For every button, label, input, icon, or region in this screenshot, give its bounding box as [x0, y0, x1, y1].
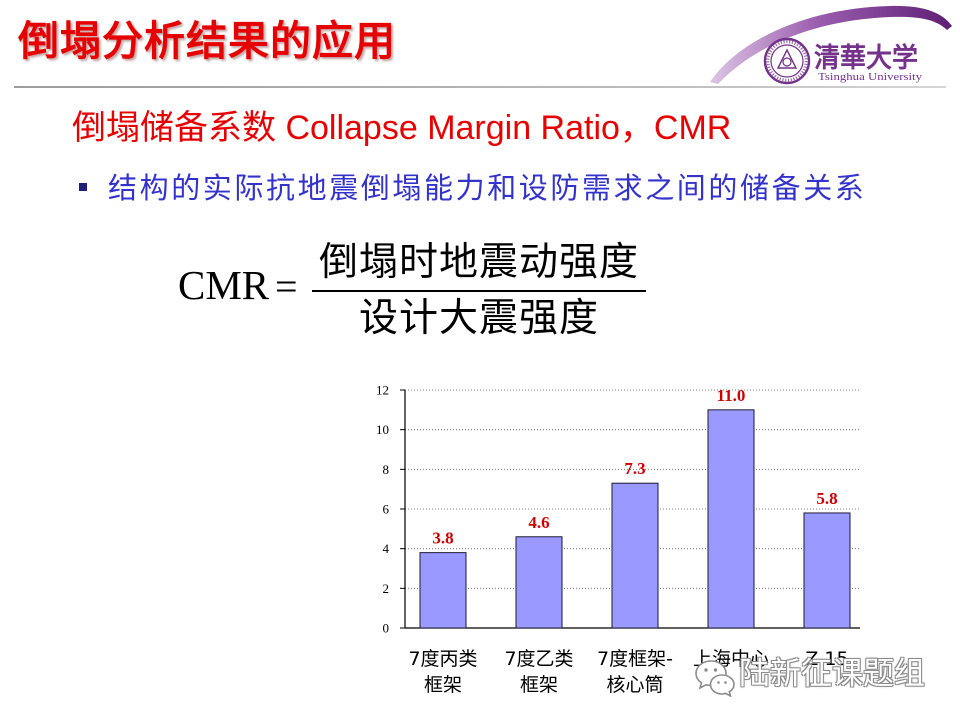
category-label-line: 7度乙类: [504, 648, 573, 670]
bar-4: [707, 409, 755, 629]
formula-fraction: 倒塌时地震动强度 设计大震强度: [312, 236, 646, 346]
logo-name-cn: 清華大学: [814, 42, 918, 73]
y-tick-label: 4: [383, 541, 390, 556]
logo-name-en: Tsinghua University: [818, 72, 923, 83]
watermark-text: 陆新征课题组: [739, 656, 925, 692]
y-tick-label: 12: [376, 383, 389, 398]
bullet-marker: [79, 183, 87, 191]
category-label-line: 框架: [520, 674, 558, 696]
bar-data-label: 5.8: [816, 489, 837, 508]
bullet-text: 结构的实际抗地震倒塌能力和设防需求之间的储备关系: [108, 171, 867, 205]
category-label: Z 15: [805, 648, 848, 670]
y-tick-label: 0: [383, 621, 390, 636]
title-divider: [14, 86, 946, 88]
category-label: 7度框架- 核心筒: [597, 648, 673, 696]
tsinghua-logo: 清華大学 Tsinghua University: [710, 5, 952, 85]
formula-numerator: 倒塌时地震动强度: [318, 240, 639, 285]
section-heading: 倒塌储备系数 Collapse Margin Ratio，CMR: [72, 109, 732, 147]
category-label-line: 7度框架-: [597, 648, 673, 670]
y-tick-label: 6: [383, 502, 390, 517]
bar-data-label: 11.0: [717, 386, 746, 405]
category-label-line: 核心筒: [606, 674, 663, 696]
bar-5: [803, 512, 851, 629]
bar-data-label: 3.8: [432, 529, 453, 548]
y-tick-label: 8: [383, 462, 390, 477]
wechat-icon: [695, 660, 735, 697]
y-tick-label: 2: [383, 581, 390, 596]
bar-data-label: 4.6: [528, 513, 549, 532]
logo-swoosh: [710, 5, 952, 84]
bar-1: [419, 552, 467, 629]
tsinghua-seal-icon: [763, 37, 811, 85]
bar-data-label: 7.3: [624, 459, 645, 478]
formula-lhs: CMR: [178, 262, 270, 308]
y-tick-label: 10: [376, 422, 389, 437]
formula-denominator: 设计大震强度: [358, 296, 599, 341]
bar-2: [515, 536, 563, 629]
category-label-line: 框架: [424, 674, 462, 696]
formula-equals-sign: =: [275, 264, 298, 309]
category-label: 7度丙类框架: [408, 648, 477, 696]
cmr-bar-chart: 0246810123.84.67.311.05.87度丙类框架7度乙类框架7度框…: [376, 383, 860, 696]
category-label-line: 7度丙类: [408, 648, 477, 670]
slide-title: 倒塌分析结果的应用: [18, 17, 396, 65]
category-label: 7度乙类框架: [504, 648, 573, 696]
fraction-bar: [312, 290, 646, 292]
bar-3: [611, 482, 659, 629]
category-label-line: Z 15: [805, 648, 848, 670]
